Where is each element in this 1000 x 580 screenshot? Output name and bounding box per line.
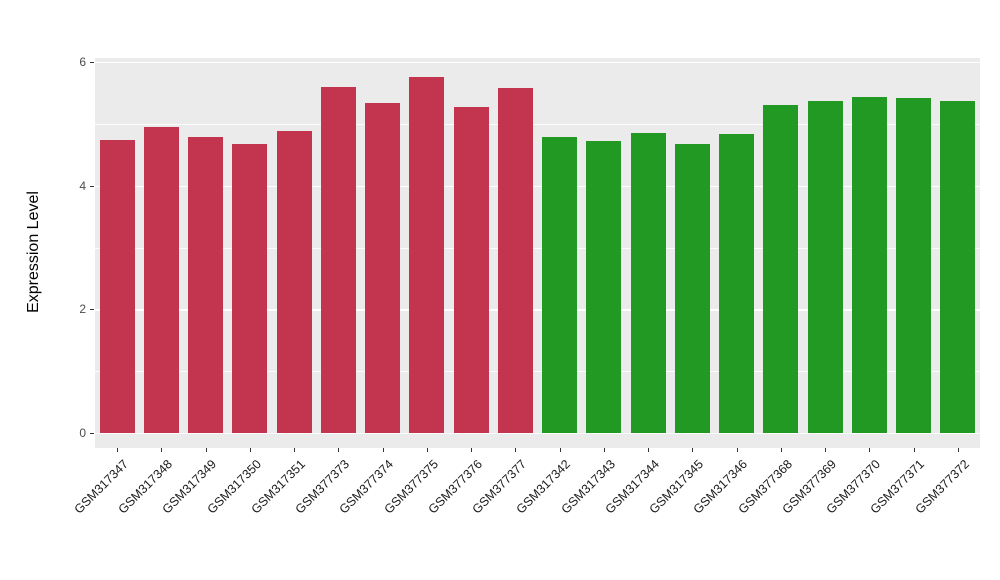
bar-GSM317351 bbox=[276, 131, 312, 433]
y-tick-label: 6 bbox=[79, 55, 86, 69]
bar-GSM377372 bbox=[940, 100, 976, 433]
gridline-major bbox=[95, 62, 980, 64]
bar-GSM317347 bbox=[99, 139, 135, 433]
gridline-minor bbox=[95, 247, 980, 249]
bar-GSM317350 bbox=[232, 144, 268, 433]
bar-GSM317343 bbox=[586, 141, 622, 433]
bar-GSM317348 bbox=[143, 126, 179, 433]
gridline-major bbox=[95, 433, 980, 435]
bar-GSM377375 bbox=[409, 76, 445, 433]
x-tick-mark bbox=[515, 448, 517, 452]
x-tick-mark bbox=[869, 448, 871, 452]
bar-GSM377377 bbox=[497, 87, 533, 433]
bar-GSM317342 bbox=[542, 137, 578, 433]
bar-GSM377376 bbox=[453, 107, 489, 433]
y-axis-title: Expression Level bbox=[25, 191, 42, 313]
x-tick-mark bbox=[692, 448, 694, 452]
gridline-major bbox=[95, 309, 980, 311]
y-tick-mark bbox=[90, 433, 94, 434]
plot-panel bbox=[95, 58, 980, 448]
x-tick-mark bbox=[736, 448, 738, 452]
bar-GSM377373 bbox=[320, 86, 356, 433]
bar-GSM377371 bbox=[896, 98, 932, 433]
x-tick-mark bbox=[780, 448, 782, 452]
x-tick-mark bbox=[205, 448, 207, 452]
bar-GSM317346 bbox=[719, 134, 755, 433]
y-tick-mark bbox=[90, 309, 94, 311]
y-tick-label: 4 bbox=[79, 178, 86, 193]
bar-GSM317349 bbox=[188, 137, 224, 433]
x-tick-mark bbox=[913, 448, 915, 452]
bar-GSM317345 bbox=[674, 143, 710, 433]
x-tick-mark bbox=[161, 448, 163, 452]
bar-GSM377369 bbox=[807, 100, 843, 433]
bar-GSM377374 bbox=[365, 103, 401, 433]
x-tick-mark bbox=[648, 448, 650, 452]
x-tick-mark bbox=[382, 448, 384, 452]
x-tick-mark bbox=[603, 448, 605, 452]
x-tick-mark bbox=[825, 448, 827, 452]
bar-GSM317344 bbox=[630, 133, 666, 433]
x-tick-mark bbox=[426, 448, 428, 452]
x-tick-mark bbox=[559, 448, 561, 452]
y-tick-label: 0 bbox=[79, 426, 86, 440]
y-tick-label: 2 bbox=[79, 302, 86, 317]
x-tick-mark bbox=[249, 448, 251, 452]
gridline-major bbox=[95, 185, 980, 188]
y-tick-mark bbox=[90, 185, 94, 187]
x-tick-mark bbox=[294, 448, 296, 452]
x-tick-mark bbox=[957, 448, 959, 452]
x-tick-mark bbox=[117, 448, 119, 452]
x-tick-mark bbox=[338, 448, 340, 452]
gridline-minor bbox=[95, 123, 980, 125]
gridline-minor bbox=[95, 371, 980, 372]
x-tick-mark bbox=[471, 448, 473, 452]
bar-GSM377368 bbox=[763, 104, 799, 433]
y-tick-mark bbox=[90, 62, 94, 63]
bar-GSM377370 bbox=[851, 97, 887, 433]
